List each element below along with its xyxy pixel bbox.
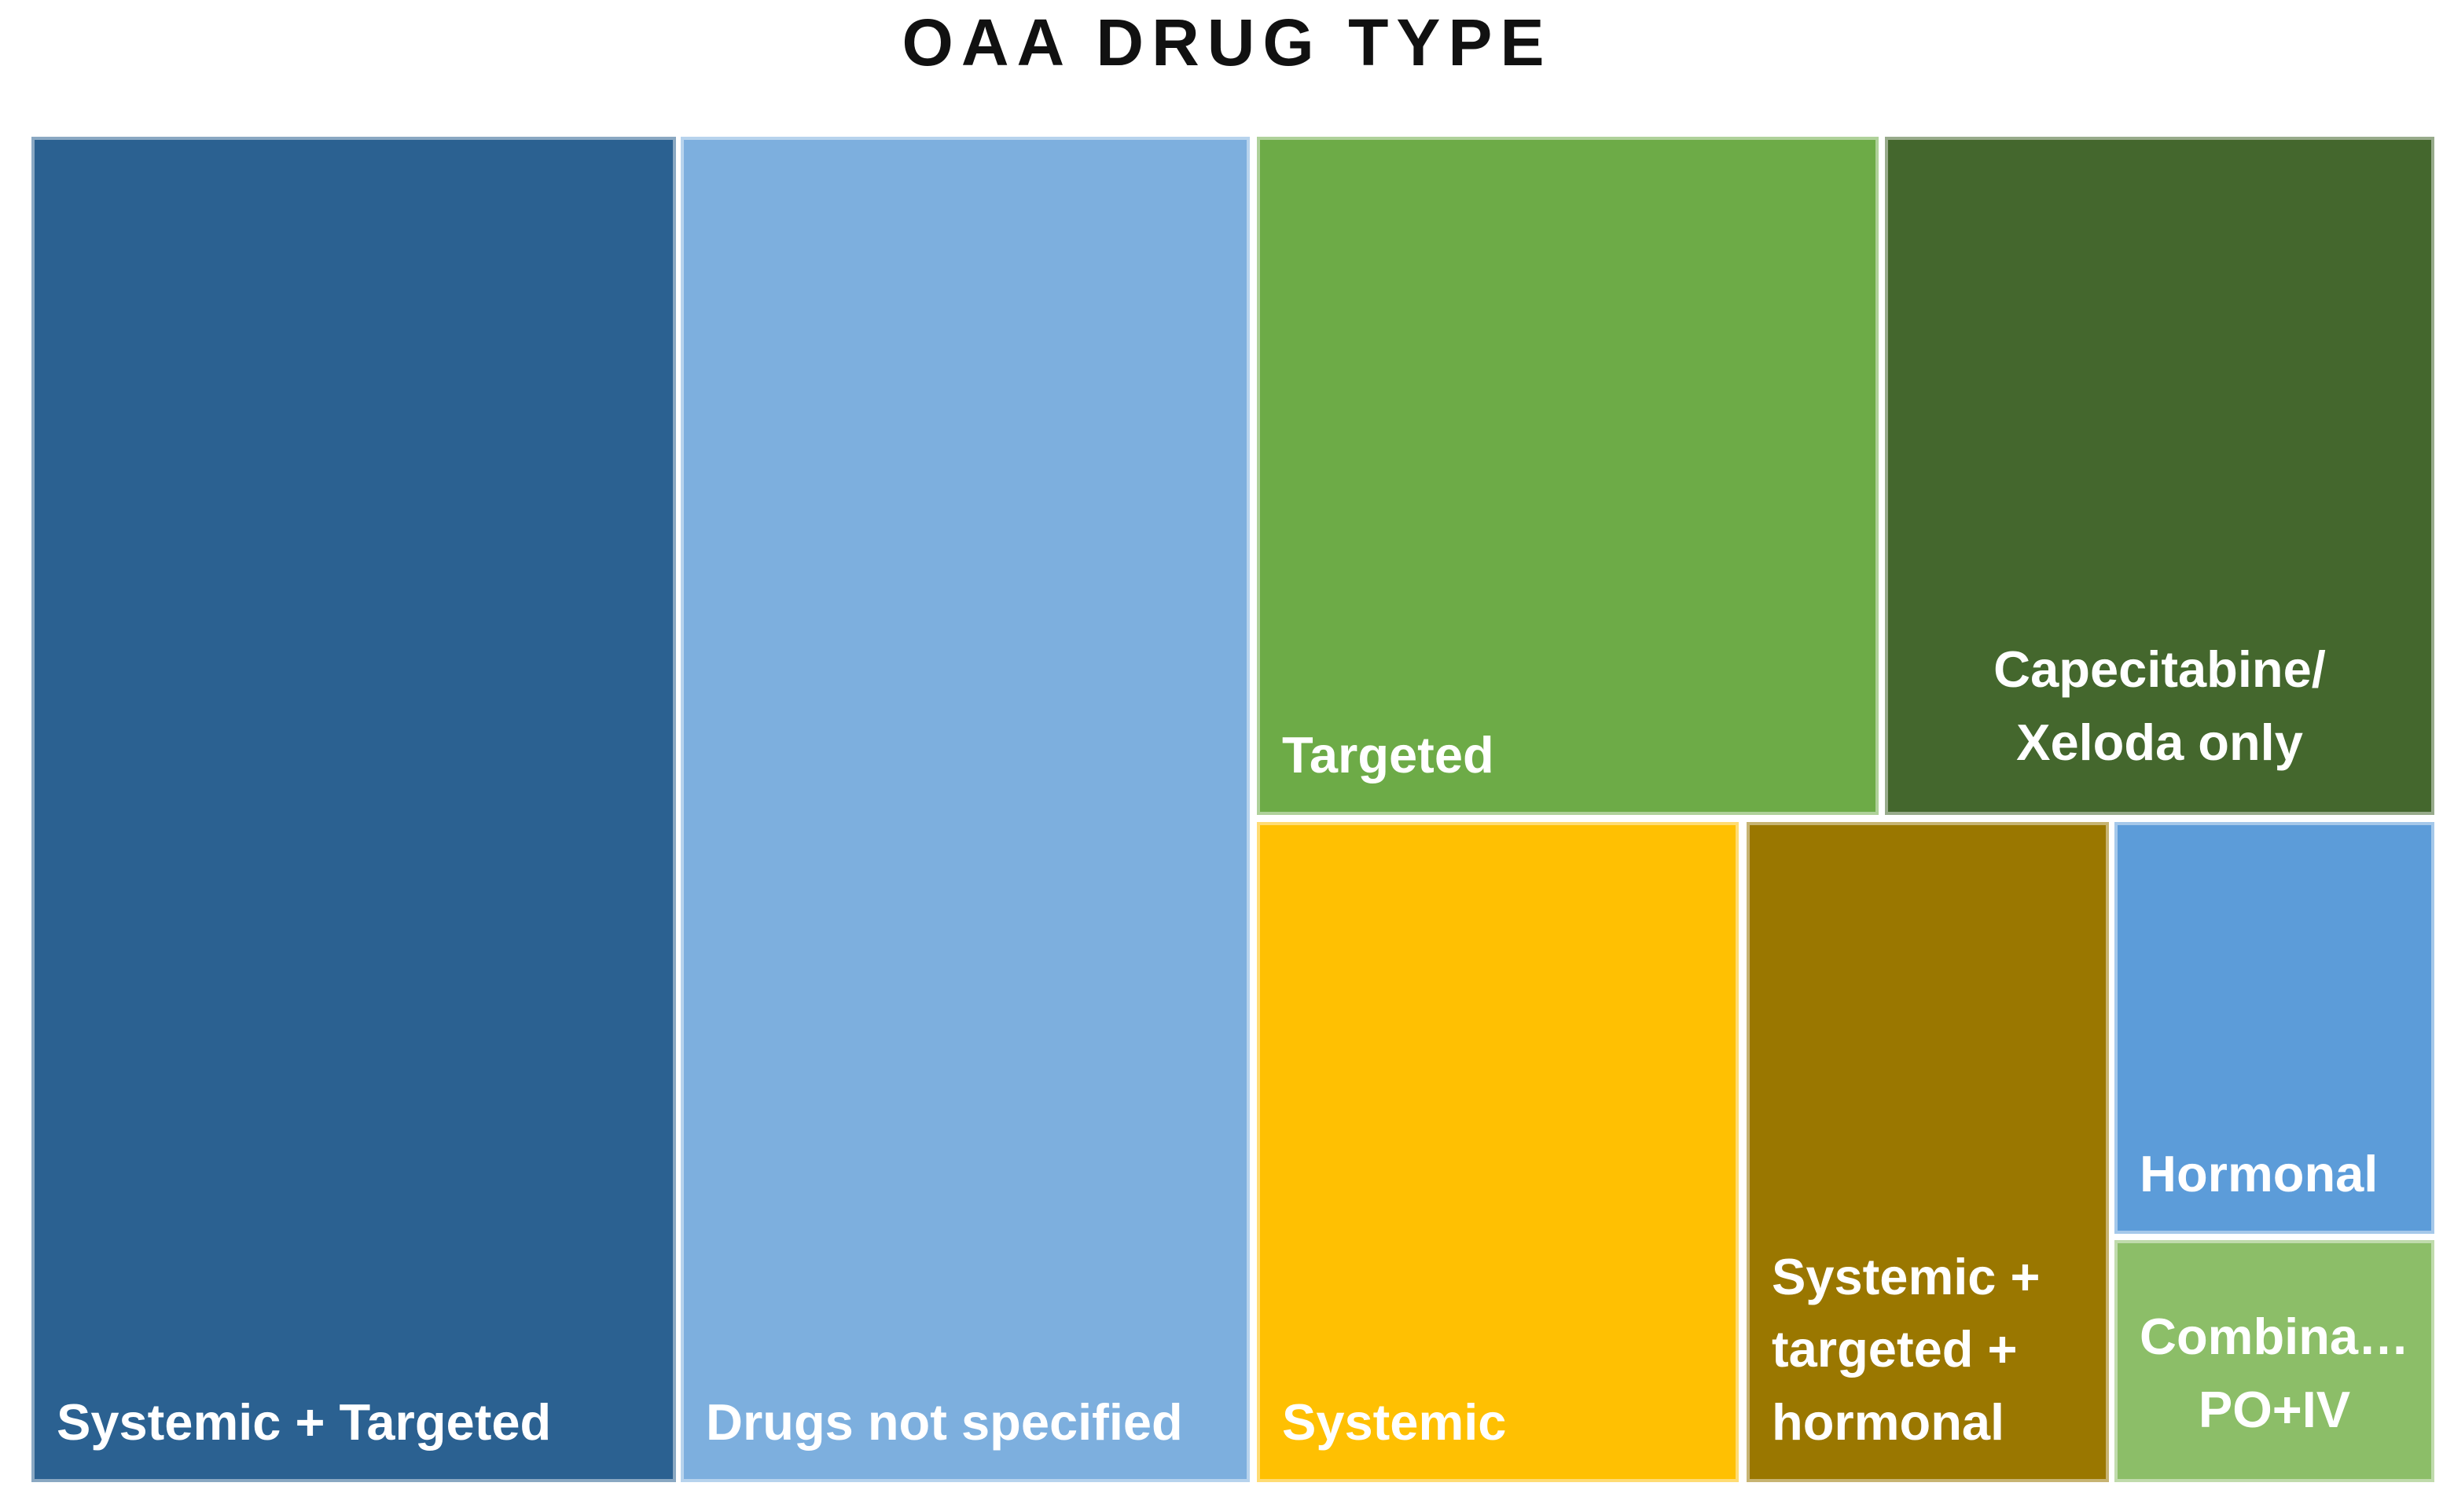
tile-label-systemic: Systemic [1260, 1386, 1736, 1479]
tile-label-line: Capecitabine/ [1993, 640, 2326, 699]
tile-label-combination-po-iv: Combina… PO+IV [2118, 1301, 2431, 1479]
tile-label-capecitabine-xeloda-only: Capecitabine/Xeloda only [1888, 633, 2431, 812]
treemap-tile-drugs-not-specified[interactable]: Drugs not specified [681, 137, 1250, 1482]
tile-label-line: Hormonal [2140, 1144, 2379, 1202]
tile-label-line: Drugs not specified [706, 1393, 1183, 1451]
tile-label-line: Systemic + Targeted [57, 1393, 552, 1451]
tile-label-systemic-targeted-hormonal: Systemic + targeted + hormonal [1750, 1241, 2106, 1479]
tile-label-line: Targeted [1282, 725, 1494, 784]
tile-label-targeted: Targeted [1260, 719, 1875, 812]
tile-label-drugs-not-specified: Drugs not specified [684, 1386, 1247, 1479]
tile-label-systemic-targeted: Systemic + Targeted [35, 1386, 673, 1479]
tile-label-line: PO+IV [2198, 1380, 2351, 1438]
tile-label-line: Xeloda only [2016, 713, 2303, 771]
tile-label-hormonal: Hormonal [2118, 1138, 2431, 1231]
tile-label-line: targeted + [1772, 1320, 2018, 1378]
tile-label-line: Systemic [1282, 1393, 1507, 1451]
treemap-tile-systemic[interactable]: Systemic [1257, 822, 1739, 1482]
tile-label-line: Combina… [2140, 1308, 2410, 1366]
tile-label-line: hormonal [1772, 1393, 2005, 1451]
chart-title: OAA DRUG TYPE [902, 6, 1552, 79]
treemap-tile-combination-po-iv[interactable]: Combina… PO+IV [2114, 1240, 2434, 1482]
treemap-tile-systemic-targeted-hormonal[interactable]: Systemic + targeted + hormonal [1747, 822, 2109, 1482]
treemap-tile-capecitabine-xeloda-only[interactable]: Capecitabine/Xeloda only [1885, 137, 2434, 815]
tile-label-line: Systemic + [1772, 1248, 2041, 1306]
treemap-tile-targeted[interactable]: Targeted [1257, 137, 1879, 815]
treemap-plot-area: Systemic + Targeted Drugs not specified Ta… [31, 137, 2434, 1482]
treemap-tile-hormonal[interactable]: Hormonal [2114, 822, 2434, 1234]
treemap-tile-systemic-targeted[interactable]: Systemic + Targeted [31, 137, 676, 1482]
